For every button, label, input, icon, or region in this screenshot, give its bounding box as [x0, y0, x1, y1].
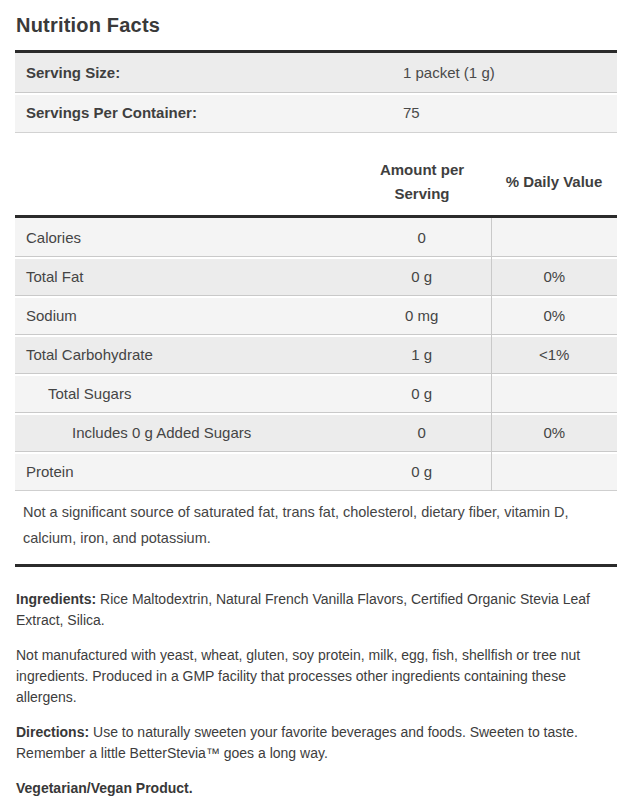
amount-cell: 0: [353, 413, 491, 452]
daily-value-header: % Daily Value: [491, 148, 617, 217]
amount-cell: 0 g: [353, 452, 491, 491]
ingredients-text: Rice Maltodextrin, Natural French Vanill…: [16, 591, 590, 628]
daily-value-cell: <1%: [491, 335, 617, 374]
servings-per-container-label: Servings Per Container:: [15, 93, 402, 133]
vegetarian-vegan-paragraph: Vegetarian/Vegan Product.: [16, 778, 617, 799]
table-row-protein: Protein 0 g: [15, 452, 617, 491]
nutrition-facts-panel: Nutrition Facts Serving Size: 1 packet (…: [0, 0, 632, 806]
empty-header-cell: [15, 148, 353, 217]
nutrient-label: Total Carbohydrate: [15, 335, 353, 374]
table-row: Servings Per Container: 75: [15, 93, 617, 133]
serving-size-value: 1 packet (1 g): [402, 52, 617, 93]
table-row-total-fat: Total Fat 0 g 0%: [15, 257, 617, 296]
servings-per-container-value: 75: [402, 93, 617, 133]
amount-cell: 1 g: [353, 335, 491, 374]
nutrient-label: Protein: [15, 452, 353, 491]
nutrient-label: Sodium: [15, 296, 353, 335]
daily-value-cell: [491, 217, 617, 257]
table-row-total-carbohydrate: Total Carbohydrate 1 g <1%: [15, 335, 617, 374]
table-header-row: Amount per Serving % Daily Value: [15, 148, 617, 217]
allergen-paragraph: Not manufactured with yeast, wheat, glut…: [16, 645, 617, 708]
footnote-text: Not a significant source of saturated fa…: [15, 491, 617, 566]
nutrition-facts-table: Amount per Serving % Daily Value Calorie…: [15, 148, 617, 567]
table-row-total-sugars: Total Sugars 0 g: [15, 374, 617, 413]
amount-cell: 0: [353, 217, 491, 257]
ingredients-lead: Ingredients:: [16, 591, 96, 607]
daily-value-cell: [491, 374, 617, 413]
ingredients-paragraph: Ingredients: Rice Maltodextrin, Natural …: [16, 589, 617, 631]
nutrient-label: Total Sugars: [15, 374, 353, 413]
serving-size-label: Serving Size:: [15, 52, 402, 93]
info-paragraphs: Ingredients: Rice Maltodextrin, Natural …: [15, 589, 617, 806]
table-row: Serving Size: 1 packet (1 g): [15, 52, 617, 93]
table-row-calories: Calories 0: [15, 217, 617, 257]
table-row-added-sugars: Includes 0 g Added Sugars 0 0%: [15, 413, 617, 452]
nutrient-label: Includes 0 g Added Sugars: [15, 413, 353, 452]
directions-text: Use to naturally sweeten your favorite b…: [16, 724, 578, 761]
nutrient-label: Calories: [15, 217, 353, 257]
vegetarian-vegan-lead: Vegetarian/Vegan Product.: [16, 780, 193, 796]
directions-lead: Directions:: [16, 724, 89, 740]
daily-value-cell: [491, 452, 617, 491]
serving-info-table: Serving Size: 1 packet (1 g) Servings Pe…: [15, 50, 617, 133]
amount-cell: 0 g: [353, 257, 491, 296]
daily-value-cell: 0%: [491, 413, 617, 452]
amount-per-serving-header: Amount per Serving: [353, 148, 491, 217]
directions-paragraph: Directions: Use to naturally sweeten you…: [16, 722, 617, 764]
table-row-sodium: Sodium 0 mg 0%: [15, 296, 617, 335]
allergen-text: Not manufactured with yeast, wheat, glut…: [16, 647, 580, 705]
amount-cell: 0 g: [353, 374, 491, 413]
amount-cell: 0 mg: [353, 296, 491, 335]
table-footnote-row: Not a significant source of saturated fa…: [15, 491, 617, 566]
daily-value-cell: 0%: [491, 296, 617, 335]
page-title: Nutrition Facts: [16, 14, 617, 37]
nutrient-label: Total Fat: [15, 257, 353, 296]
daily-value-cell: 0%: [491, 257, 617, 296]
